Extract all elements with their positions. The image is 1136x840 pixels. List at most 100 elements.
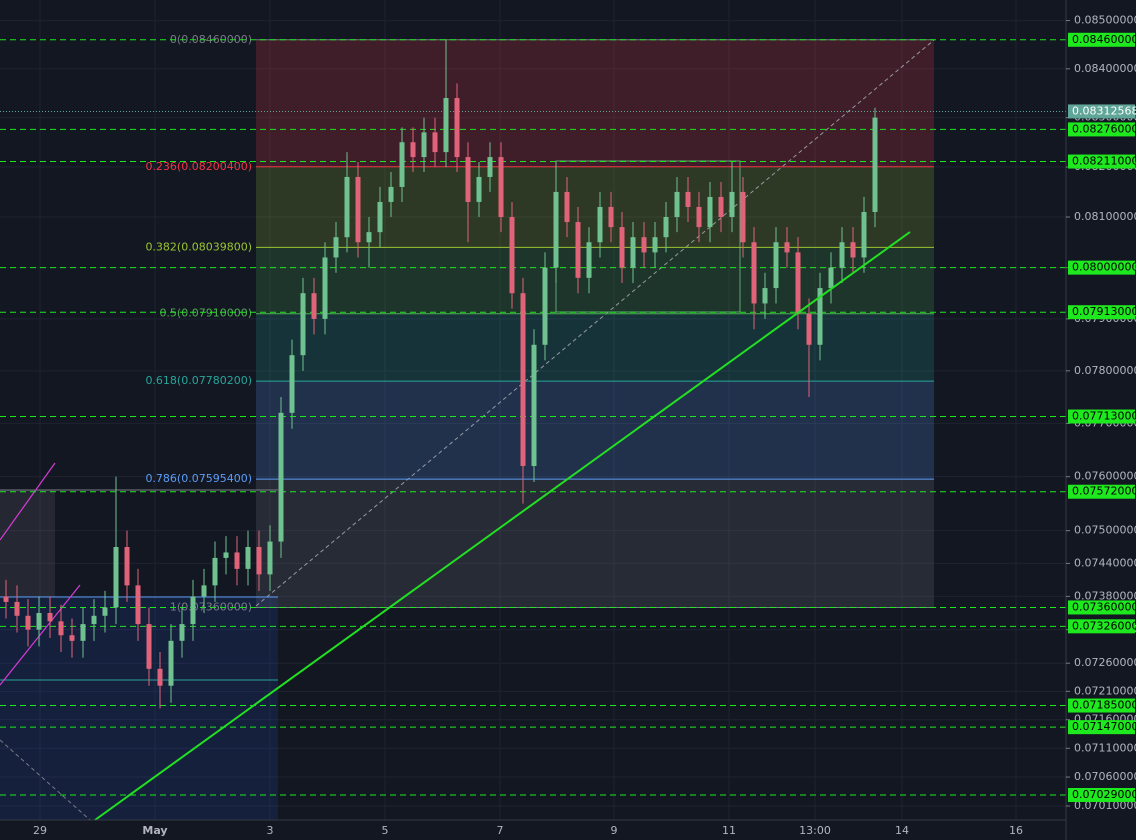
level-box [1068,600,1135,615]
level-box [1068,484,1135,499]
candle-body [344,176,350,238]
y-tick-label: 0.07600000 [1074,470,1136,483]
level-box [1068,305,1135,320]
candle-body [553,191,559,268]
candle-body [465,157,471,202]
candle-body [498,157,504,218]
candle-body [388,186,394,202]
candle-body [234,552,240,569]
y-tick-label: 0.07260000 [1074,656,1136,669]
level-box [1068,409,1135,424]
candle-body [223,552,229,558]
candle-body [212,557,218,586]
pattern-box [0,597,278,820]
candle-body [300,293,306,356]
candle-body [113,546,119,608]
candle-body [311,293,317,319]
fib-zone [256,479,934,608]
candle-body [58,621,64,636]
candle-body [531,344,537,466]
candle-body [718,196,724,218]
candle-body [872,117,878,212]
candle-body [564,191,570,223]
candle-body [608,206,614,228]
candle-body [520,293,526,466]
candle-body [861,211,867,258]
level-label: 0.07326000 [1072,619,1136,632]
candle-body [322,257,328,319]
x-tick-label: 3 [267,824,274,837]
fib-label: 0.382(0.08039800) [145,240,252,253]
candle-body [663,217,669,238]
candle-body [69,635,75,641]
candle-body [575,222,581,278]
candles [3,39,878,709]
x-tick-label: 11 [722,824,736,837]
candle-body [762,288,768,304]
candle-body [685,191,691,207]
y-tick-label: 0.07440000 [1074,556,1136,569]
fib-zone [256,313,934,382]
candle-body [652,237,658,253]
level-box [1068,787,1135,802]
fib-zones [256,39,934,608]
candle-body [729,191,735,218]
candle-body [740,191,746,243]
x-tick-label: 7 [497,824,504,837]
candle-body [542,267,548,345]
candle-body [14,601,20,616]
candle-body [696,206,702,228]
candle-body [806,313,812,345]
grid [0,0,1066,820]
candle-body [509,217,515,294]
candle-body [674,191,680,218]
candle-body [3,596,9,602]
level-label: 0.08000000 [1072,261,1136,274]
level-label: 0.07572000 [1072,485,1136,498]
candle-body [586,242,592,278]
candle-body [168,640,174,686]
pattern-box [0,490,55,597]
x-tick-label: May [142,824,167,837]
fib-label: 0.786(0.07595400) [145,472,252,485]
candle-body [487,157,493,177]
candle-body [410,142,416,158]
level-box [1068,619,1135,634]
axis-labels: 0.085000000.084000000.083000000.08200000… [33,14,1136,837]
level-label: 0.07713000 [1072,410,1136,423]
candle-body [289,355,295,413]
fib-label: 0.618(0.07780200) [145,374,252,387]
level-box [1068,122,1135,137]
y-tick-label: 0.07210000 [1074,684,1136,697]
candle-body [399,142,405,187]
level-box [1068,32,1135,47]
fib-label: 0.5(0.07910000) [159,307,252,320]
candle-body [619,227,625,268]
candle-body [377,201,383,233]
candle-body [36,612,42,630]
level-box [1068,698,1135,713]
last-price-box [1068,104,1135,119]
x-tick-label: 5 [382,824,389,837]
y-tick-label: 0.08500000 [1074,14,1136,27]
fib-diagonal [255,39,935,607]
level-label: 0.07147000 [1072,720,1136,733]
candle-body [476,176,482,202]
y-tick-label: 0.07380000 [1074,589,1136,602]
trend-dashed [0,739,91,821]
y-tick-label: 0.07800000 [1074,364,1136,377]
fib-label: 0.236(0.08200400) [145,160,252,173]
level-label: 0.08460000 [1072,33,1136,46]
fib-zone [256,381,934,480]
candle-body [267,541,273,575]
candle-body [256,546,262,575]
candle-body [124,546,130,586]
candle-body [421,132,427,158]
trend-line [94,231,911,821]
candle-body [850,242,856,258]
x-tick-label: 16 [1009,824,1023,837]
candle-body [630,237,636,268]
candle-body [795,252,801,314]
